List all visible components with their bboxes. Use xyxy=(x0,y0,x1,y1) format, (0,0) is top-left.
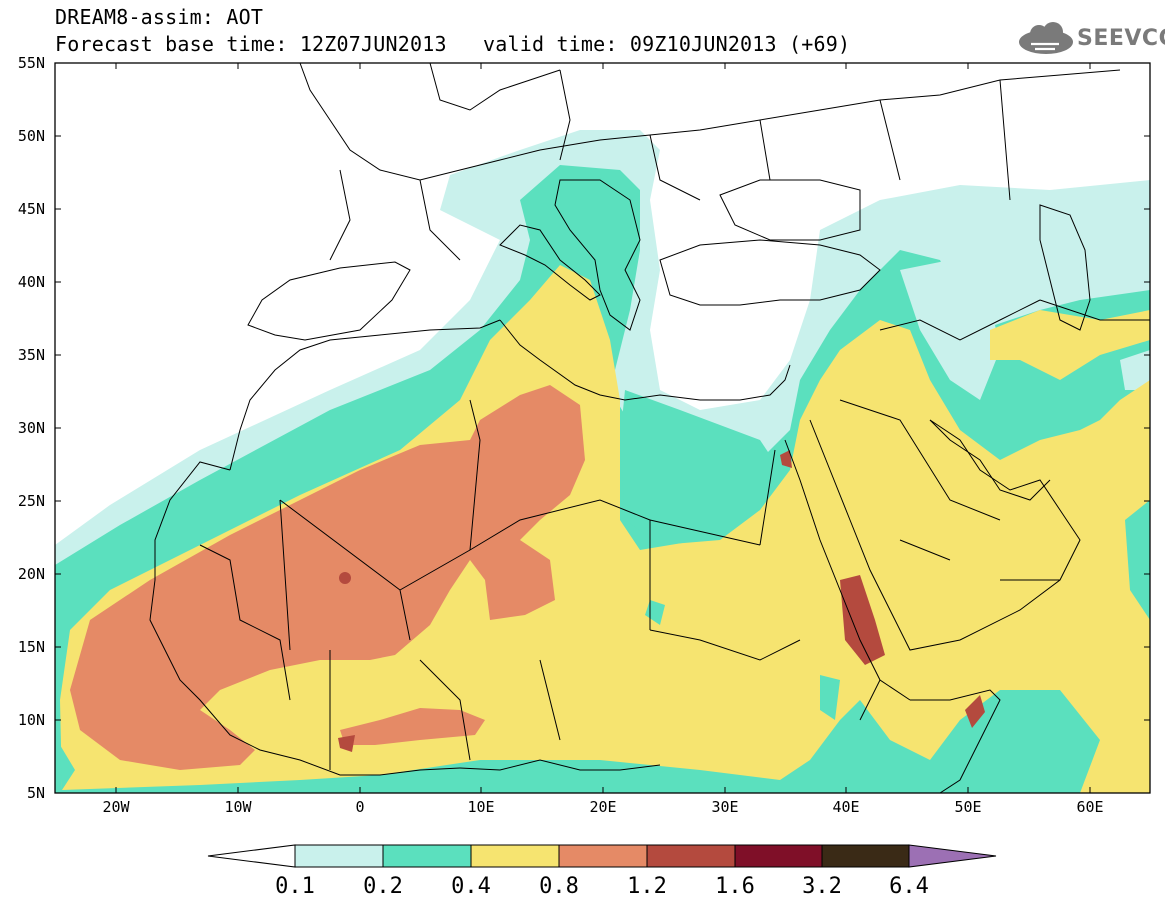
colorbar-swatch-0 xyxy=(294,844,384,868)
lon-label-60e: 60E xyxy=(1076,798,1104,816)
lat-label-25n: 25N xyxy=(17,492,45,510)
forecast-base-time: Forecast base time: 12Z07JUN2013 xyxy=(55,32,447,56)
aot-band-0.4 xyxy=(60,265,1150,793)
lon-label-0: 0 xyxy=(355,798,365,816)
colorbar-swatch-6 xyxy=(821,844,910,868)
colorbar-label-0.8: 0.8 xyxy=(539,874,579,899)
lat-label-55n: 55N xyxy=(17,54,45,72)
aot-band-0.8 xyxy=(70,385,585,770)
colorbar-swatch-3 xyxy=(558,844,648,868)
lon-label-10w: 10W xyxy=(224,798,252,816)
lat-label-5n: 5N xyxy=(26,784,45,802)
lat-label-40n: 40N xyxy=(17,273,45,291)
lon-label-20w: 20W xyxy=(102,798,130,816)
lon-label-40e: 40E xyxy=(832,798,860,816)
axis-ticks xyxy=(55,62,1150,794)
aot-contours xyxy=(55,63,1150,793)
lon-label-10e: 10E xyxy=(467,798,495,816)
colorbar-label-1.6: 1.6 xyxy=(715,874,755,899)
lon-label-30e: 30E xyxy=(711,798,739,816)
coastlines xyxy=(149,63,1150,793)
colorbar-under-arrow xyxy=(207,844,296,868)
lat-label-20n: 20N xyxy=(17,565,45,583)
colorbar-swatch-2 xyxy=(470,844,560,868)
lat-label-10n: 10N xyxy=(17,711,45,729)
lat-label-30n: 30N xyxy=(17,419,45,437)
colorbar-swatch-4 xyxy=(646,844,736,868)
lat-label-50n: 50N xyxy=(17,127,45,145)
colorbar-label-0.2: 0.2 xyxy=(363,874,403,899)
valid-time: valid time: 09Z10JUN2013 (+69) xyxy=(483,32,851,56)
lat-label-15n: 15N xyxy=(17,638,45,656)
colorbar-swatch-1 xyxy=(382,844,472,868)
lat-label-35n: 35N xyxy=(17,346,45,364)
colorbar-over-arrow xyxy=(908,844,997,868)
colorbar-label-0.4: 0.4 xyxy=(451,874,491,899)
map-title: DREAM8-assim: AOT xyxy=(55,5,264,29)
seevccc-logo: SEEVCCC xyxy=(1017,22,1165,56)
colorbar-swatch-5 xyxy=(734,844,823,868)
lat-label-45n: 45N xyxy=(17,200,45,218)
aot-band-1.2 xyxy=(840,575,885,665)
cloud-icon xyxy=(1019,22,1073,54)
lon-label-20e: 20E xyxy=(589,798,617,816)
colorbar-label-0.1: 0.1 xyxy=(275,874,315,899)
logo-text: SEEVCCC xyxy=(1077,26,1165,51)
colorbar-label-6.4: 6.4 xyxy=(889,874,929,899)
colorbar-label-1.2: 1.2 xyxy=(627,874,667,899)
colorbar-label-3.2: 3.2 xyxy=(802,874,842,899)
colorbar xyxy=(207,844,997,868)
lon-label-50e: 50E xyxy=(954,798,982,816)
